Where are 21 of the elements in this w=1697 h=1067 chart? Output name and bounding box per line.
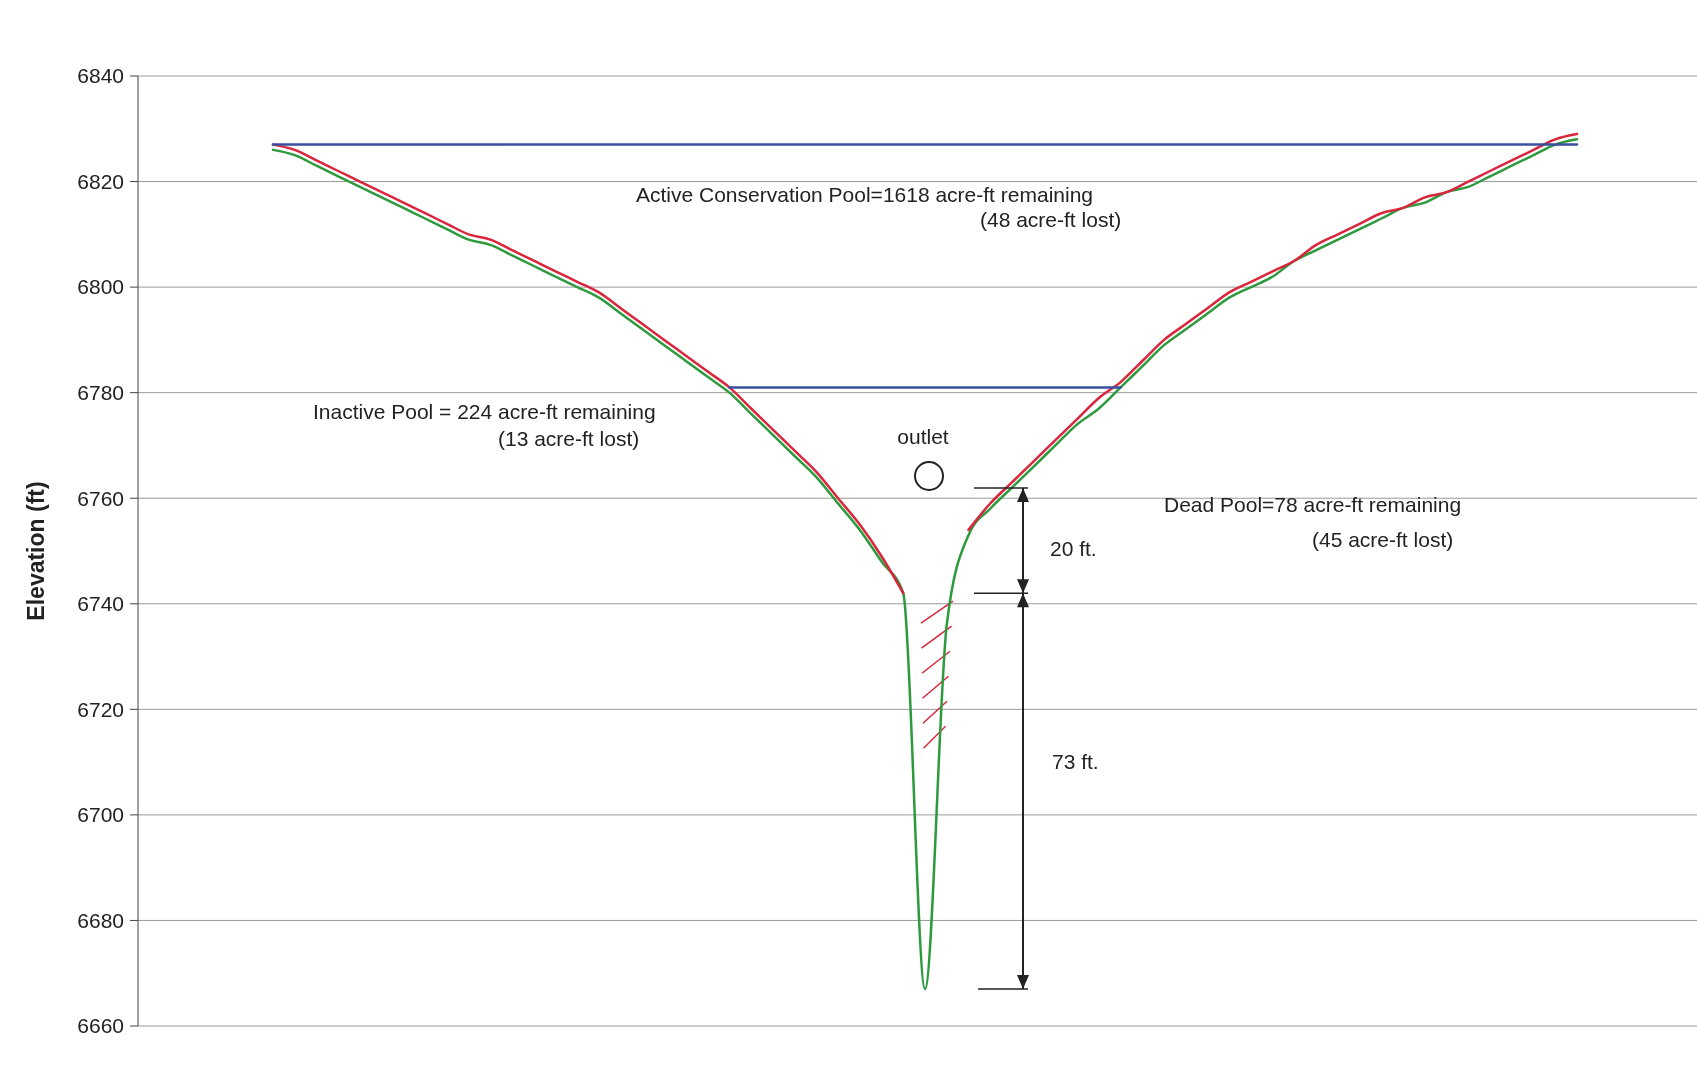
y-tick-label: 6700: [77, 803, 124, 827]
y-tick-label: 6760: [77, 486, 124, 510]
y-tick-label: 6680: [77, 908, 124, 932]
annotation: outlet: [897, 425, 949, 448]
y-tick-label: 6820: [77, 169, 124, 193]
annotation: (13 acre-ft lost): [498, 427, 640, 450]
annotation: (48 acre-ft lost): [980, 208, 1122, 231]
annotation: Dead Pool=78 acre-ft remaining: [1164, 493, 1462, 516]
annotation: (45 acre-ft lost): [1312, 528, 1454, 551]
y-tick-label: 6780: [77, 381, 124, 405]
y-tick-label: 6800: [77, 275, 124, 299]
annotation: Inactive Pool = 224 acre-ft remaining: [313, 400, 656, 423]
y-tick-label: 6660: [77, 1014, 124, 1038]
y-tick-label: 6720: [77, 697, 124, 721]
y-tick-label: 6740: [77, 592, 124, 616]
annotation: Active Conservation Pool=1618 acre-ft remaining: [636, 183, 1093, 206]
line-series: [271, 138, 1579, 991]
y-axis-title: Elevation (ft): [23, 481, 49, 621]
y-tick-label: 6840: [77, 64, 124, 88]
annotation: 73 ft.: [1052, 750, 1099, 773]
annotation: 20 ft.: [1050, 537, 1097, 560]
